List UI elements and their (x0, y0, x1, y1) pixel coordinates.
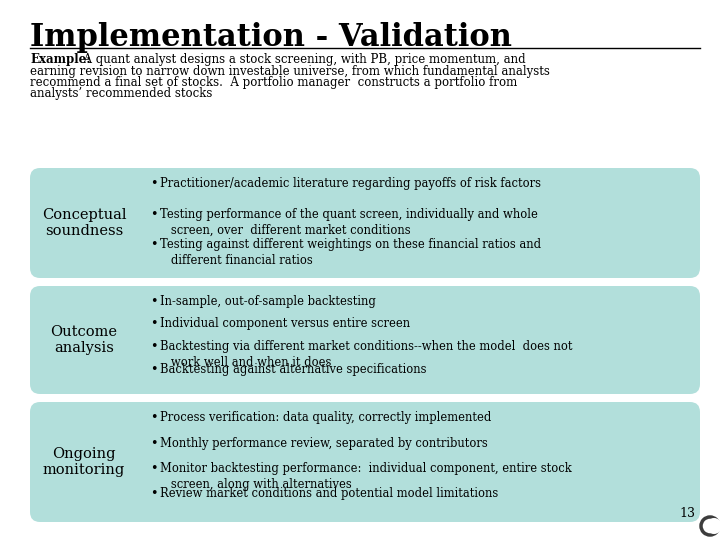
Text: Backtesting against alternative specifications: Backtesting against alternative specific… (160, 362, 426, 375)
Text: Process verification: data quality, correctly implemented: Process verification: data quality, corr… (160, 411, 491, 424)
Text: Individual component versus entire screen: Individual component versus entire scree… (160, 318, 410, 330)
Text: •: • (150, 362, 158, 375)
FancyBboxPatch shape (30, 286, 700, 394)
Text: 13: 13 (679, 507, 695, 520)
Text: In-sample, out-of-sample backtesting: In-sample, out-of-sample backtesting (160, 295, 376, 308)
Text: •: • (150, 318, 158, 330)
Text: Conceptual
soundness: Conceptual soundness (42, 208, 126, 238)
Text: Outcome
analysis: Outcome analysis (50, 325, 117, 355)
Text: Review market conditions and potential model limitations: Review market conditions and potential m… (160, 488, 498, 501)
Text: recommend a final set of stocks.  A portfolio manager  constructs a portfolio fr: recommend a final set of stocks. A portf… (30, 76, 517, 89)
FancyBboxPatch shape (30, 168, 700, 278)
Text: earning revision to narrow down investable universe, from which fundamental anal: earning revision to narrow down investab… (30, 64, 550, 78)
Text: Monitor backtesting performance:  individual component, entire stock
   screen, : Monitor backtesting performance: individ… (160, 462, 572, 491)
Text: •: • (150, 177, 158, 190)
Text: Backtesting via different market conditions--when the model  does not
   work we: Backtesting via different market conditi… (160, 340, 572, 369)
Text: •: • (150, 340, 158, 353)
Text: •: • (150, 488, 158, 501)
Text: •: • (150, 295, 158, 308)
Text: •: • (150, 436, 158, 449)
Text: Testing performance of the quant screen, individually and whole
   screen, over : Testing performance of the quant screen,… (160, 208, 538, 237)
Text: Example:: Example: (30, 53, 91, 66)
Text: •: • (150, 462, 158, 475)
FancyBboxPatch shape (30, 402, 700, 522)
Circle shape (706, 518, 720, 534)
Text: Ongoing
monitoring: Ongoing monitoring (43, 447, 125, 477)
Text: Practitioner/academic literature regarding payoffs of risk factors: Practitioner/academic literature regardi… (160, 177, 541, 190)
Text: Monthly performance review, separated by contributors: Monthly performance review, separated by… (160, 436, 487, 449)
Text: •: • (150, 238, 158, 251)
Text: A quant analyst designs a stock screening, with PB, price momentum, and: A quant analyst designs a stock screenin… (76, 53, 526, 66)
Text: Implementation - Validation: Implementation - Validation (30, 22, 512, 53)
Text: analysts’ recommended stocks: analysts’ recommended stocks (30, 87, 212, 100)
Text: •: • (150, 411, 158, 424)
Text: Testing against different weightings on these financial ratios and
   different : Testing against different weightings on … (160, 238, 541, 267)
Text: •: • (150, 208, 158, 221)
